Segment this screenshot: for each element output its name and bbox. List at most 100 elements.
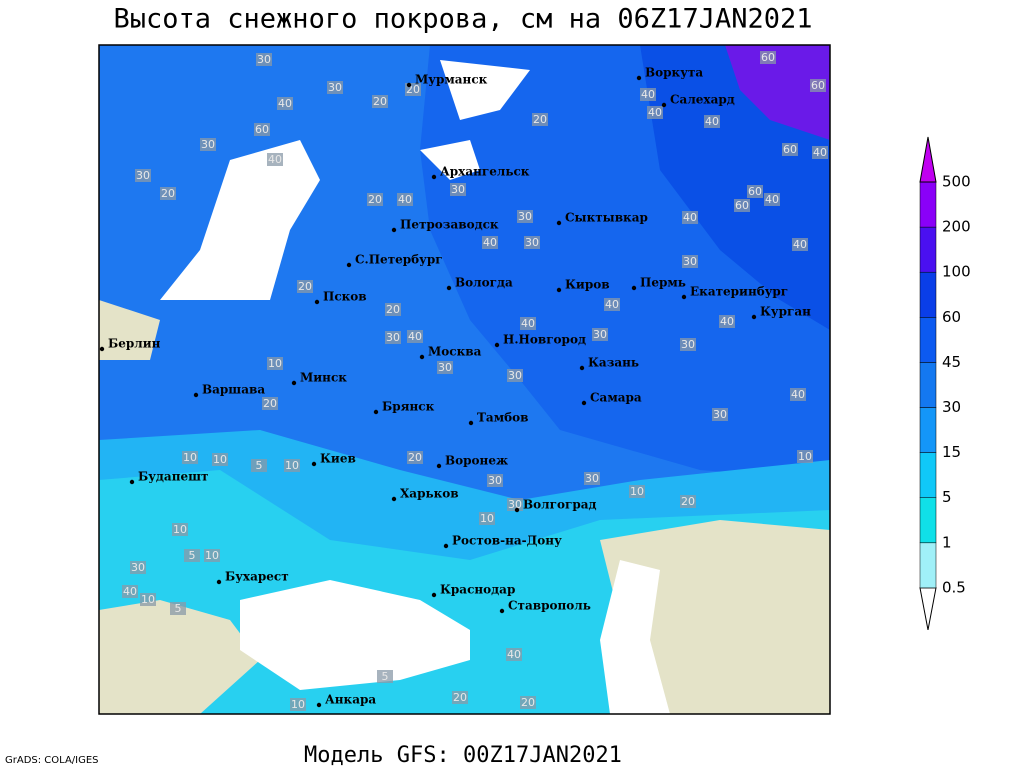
contour-label-bg [212,453,228,466]
contour-label: 5 [382,670,389,683]
contour-label-bg [290,698,306,711]
contour-label-bg [517,210,533,223]
city-label: Москва [428,345,482,359]
city-label: Харьков [400,487,459,501]
contour-label-bg [760,51,776,64]
contour-label: 60 [811,79,825,92]
city-label: Воркута [645,66,703,80]
legend-label: 45 [942,353,961,371]
contour-label-bg [297,280,313,293]
land-kazakh [600,520,830,714]
contour-label-bg [385,303,401,316]
contour-label-bg [254,123,270,136]
city-dot [391,496,397,502]
contour-label: 40 [483,236,497,249]
legend-label: 60 [942,308,961,326]
city-label: Ставрополь [508,599,591,613]
contour-label-bg [764,193,780,206]
city-label: Волгоград [523,498,596,512]
contour-label: 30 [525,236,539,249]
contour-label-bg [682,255,698,268]
contour-label-bg [487,474,503,487]
city-label: Киров [565,278,610,292]
contour-label-bg [506,648,522,661]
contour-label-bg [479,512,495,525]
legend-swatch [919,542,937,589]
contour-label: 20 [373,95,387,108]
city-dot [431,174,437,180]
contour-label: 5 [189,549,196,562]
city-dot [291,380,297,386]
contour-label-bg [719,315,735,328]
city-dot [681,294,687,300]
city-label: Курган [760,305,811,319]
contour-label: 40 [605,298,619,311]
contour-label: 30 [386,331,400,344]
contour-label-bg [377,670,393,683]
baltic-sea [160,140,320,300]
land-balkan [99,600,260,714]
contour-label-bg [397,193,413,206]
legend-arrow-high [919,136,937,183]
city-dot [216,579,222,585]
legend-label: 0.5 [942,578,966,596]
contour-label-bg [734,199,750,212]
contour-label: 40 [813,146,827,159]
city-label: Екатеринбург [690,285,788,299]
contour-label-bg [792,238,808,251]
contour-label-bg [385,331,401,344]
contour-label: 5 [256,459,263,472]
contour-label: 60 [783,143,797,156]
contour-label-bg [680,338,696,351]
city-dot [406,82,412,88]
contour-label: 10 [205,549,219,562]
contour-label-bg [170,602,186,615]
city-dot [581,400,587,406]
city-label: Самара [590,391,642,405]
city-label: Будапешт [138,470,208,484]
contour-label-bg [284,459,300,472]
contour-label: 40 [683,211,697,224]
contour-label-bg [122,585,138,598]
contour-label-bg [604,298,620,311]
contour-label: 30 [681,338,695,351]
legend-label: 100 [942,263,971,281]
contour-label-bg [704,115,720,128]
city-dot [316,702,322,708]
contour-label: 40 [507,648,521,661]
contour-label-bg [262,397,278,410]
contour-label: 10 [798,450,812,463]
city-label: Минск [300,371,347,385]
city-label: Салехард [670,93,735,107]
contour-label-bg [204,549,220,562]
contour-label: 30 [518,210,532,223]
contour-label: 40 [278,97,292,110]
contour-label-bg [267,153,283,166]
city-dot [373,409,379,415]
city-label: Киев [320,452,356,466]
barents-sea [440,60,530,120]
contour-label-bg [507,369,523,382]
contour-label-bg [797,450,813,463]
white-sea [420,140,480,180]
city-dot [556,220,562,226]
contour-label: 40 [720,315,734,328]
contour-label: 30 [593,328,607,341]
contour-label-bg [640,88,656,101]
contour-label-bg [327,81,343,94]
city-dot [468,420,474,426]
contour-label: 20 [263,397,277,410]
contour-label: 30 [257,53,271,66]
region-purple [725,45,830,140]
contour-label: 40 [791,388,805,401]
city-label: Пермь [640,276,686,290]
contour-label-bg [647,106,663,119]
contour-label: 60 [748,185,762,198]
contour-label-bg [407,330,423,343]
city-label: Воронеж [445,454,508,468]
legend-swatch [919,181,937,228]
legend-swatch [919,497,937,544]
contour-label: 30 [508,369,522,382]
contour-label: 40 [793,238,807,251]
